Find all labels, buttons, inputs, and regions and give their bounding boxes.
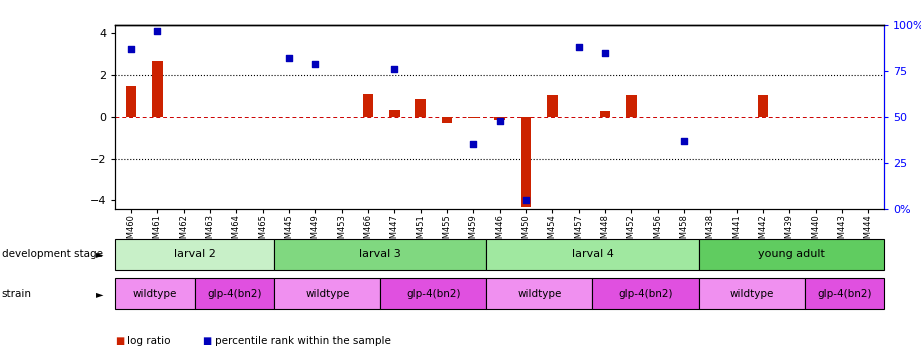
Text: glp-4(bn2): glp-4(bn2): [817, 288, 871, 299]
Bar: [600, 111, 611, 117]
Point: [571, 44, 586, 50]
Point: [492, 118, 507, 124]
Bar: [415, 99, 426, 117]
Text: glp-4(bn2): glp-4(bn2): [406, 288, 460, 299]
Bar: [363, 94, 373, 117]
Text: young adult: young adult: [758, 249, 825, 260]
Bar: [468, 117, 479, 118]
Bar: [442, 117, 452, 123]
Text: strain: strain: [2, 288, 32, 299]
Text: ►: ►: [96, 288, 103, 299]
Text: glp-4(bn2): glp-4(bn2): [207, 288, 262, 299]
Bar: [125, 86, 136, 117]
Point: [123, 46, 138, 52]
Text: glp-4(bn2): glp-4(bn2): [618, 288, 672, 299]
Text: ■: ■: [203, 336, 212, 346]
Point: [150, 27, 165, 33]
Bar: [547, 95, 557, 117]
Text: wildtype: wildtype: [305, 288, 349, 299]
Text: ►: ►: [96, 249, 103, 260]
Point: [677, 138, 692, 144]
Text: wildtype: wildtype: [729, 288, 774, 299]
Text: larval 2: larval 2: [174, 249, 216, 260]
Text: development stage: development stage: [2, 249, 103, 260]
Bar: [152, 60, 162, 117]
Bar: [389, 110, 400, 117]
Text: ■: ■: [115, 336, 124, 346]
Point: [308, 61, 322, 66]
Point: [598, 50, 612, 55]
Point: [466, 142, 481, 147]
Bar: [520, 117, 531, 207]
Text: larval 4: larval 4: [572, 249, 613, 260]
Text: wildtype: wildtype: [133, 288, 177, 299]
Text: log ratio: log ratio: [127, 336, 170, 346]
Point: [282, 55, 297, 61]
Point: [387, 66, 402, 72]
Bar: [495, 117, 505, 120]
Text: percentile rank within the sample: percentile rank within the sample: [215, 336, 391, 346]
Bar: [626, 95, 636, 117]
Point: [519, 197, 533, 202]
Text: wildtype: wildtype: [518, 288, 562, 299]
Text: larval 3: larval 3: [359, 249, 402, 260]
Bar: [758, 95, 768, 117]
